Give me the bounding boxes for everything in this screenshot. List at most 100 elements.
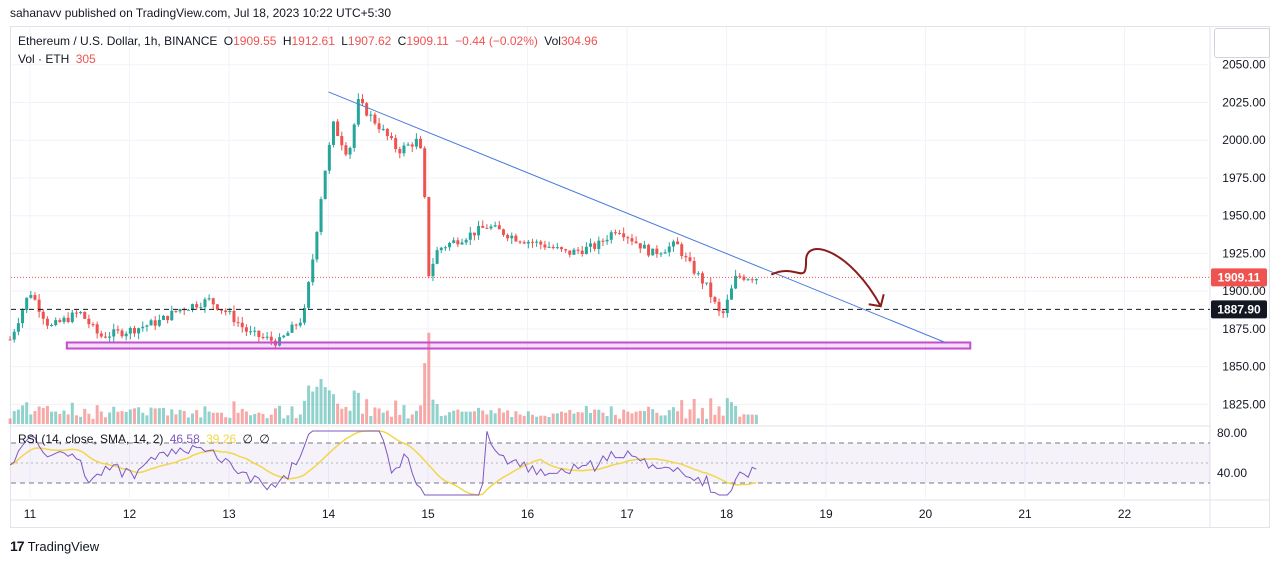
candle-body [294,324,298,326]
candle-body [145,325,149,327]
candle-body [149,320,153,326]
volume-bar [286,415,290,424]
candle-body [584,246,588,255]
candle-body [530,241,534,243]
volume-bar [211,412,215,424]
candle-body [390,136,394,139]
volume-bar [331,394,335,424]
candle-body [729,288,733,300]
candle-body [435,250,439,264]
volume-bar [124,412,128,424]
candle-body [161,315,165,320]
volume-bar [522,415,526,424]
volume-bar [435,404,439,424]
candle-body [66,317,70,322]
candle-body [12,331,16,340]
candle-body [572,249,576,255]
legend-close: 1909.11 [406,34,449,48]
volume-bar [290,406,294,424]
candle-body [153,320,157,326]
volume-bar [754,414,758,424]
volume-bar [340,408,344,424]
volume-bar [41,407,45,424]
volume-bar [576,412,580,424]
volume-bar [236,412,240,424]
candle-body [356,98,360,125]
x-tick-label: 14 [322,507,336,521]
candle-body [464,239,468,243]
volume-bar [153,408,157,424]
volume-bar [568,409,572,424]
candle-body [705,282,709,284]
candle-body [132,328,136,334]
volume-legend: Vol · ETH 305 [18,52,99,66]
volume-bar [448,412,452,424]
candle-body [83,311,87,319]
candle-body [700,273,704,284]
volume-bar [50,411,54,424]
volume-bar [191,413,195,424]
candle-body [738,275,742,277]
volume-bar [618,418,622,424]
volume-bar [626,411,630,424]
volume-bar [543,415,547,424]
x-tick-label: 22 [1118,507,1132,521]
legend-h-label: H [282,34,292,48]
volume-bar [365,399,369,424]
volume-bar [423,363,427,424]
candle-body [265,336,269,338]
candle-body [278,337,282,346]
candle-body [224,310,228,313]
volume-bar [481,410,485,424]
volume-bar [406,418,410,424]
rsi-legend-ma: 39.26 [206,432,237,446]
volume-bar [141,412,145,424]
candle-body [207,298,211,300]
candle-body [166,315,170,321]
candle-body [651,248,655,256]
volume-bar [402,405,406,424]
volume-bar [244,411,248,424]
legend-o-label: O [223,34,234,48]
volume-bar [427,332,431,424]
candle-body [54,320,58,325]
volume-bar [174,414,178,424]
candle-body [21,310,25,324]
candle-body [535,241,539,243]
candle-body [580,250,584,255]
candle-body [290,324,294,333]
volume-bar [439,415,443,424]
volume-bar [74,415,78,424]
volume-bar [510,417,514,424]
candle-body [576,249,580,251]
candle-body [680,244,684,257]
volume-bar [717,406,721,424]
volume-bar [195,410,199,424]
candle-body [717,301,721,312]
candle-body [439,247,443,251]
volume-bar [746,414,750,424]
volume-bar [676,411,680,424]
volume-bar [58,414,62,424]
candle-body [684,256,688,258]
volume-legend-label: Vol · ETH [18,52,70,66]
candle-body [410,144,414,147]
volume-bar [203,406,207,424]
candle-body [112,329,116,337]
candle-body [269,336,273,341]
y-tick-label: 2000.00 [1222,133,1266,147]
volume-bar [742,414,746,424]
tradingview-logo-icon: 17 [10,538,25,554]
volume-bar [253,413,257,424]
candle-body [642,244,646,249]
chart-frame[interactable] [10,26,1270,528]
volume-bar [705,418,709,424]
scale-button[interactable] [1214,28,1270,58]
candle-body [16,323,20,332]
volume-bar [99,411,103,424]
legend-vol: 304.96 [560,34,598,48]
volume-bar [419,405,423,424]
candle-body [626,237,630,239]
x-tick-label: 15 [421,507,435,521]
